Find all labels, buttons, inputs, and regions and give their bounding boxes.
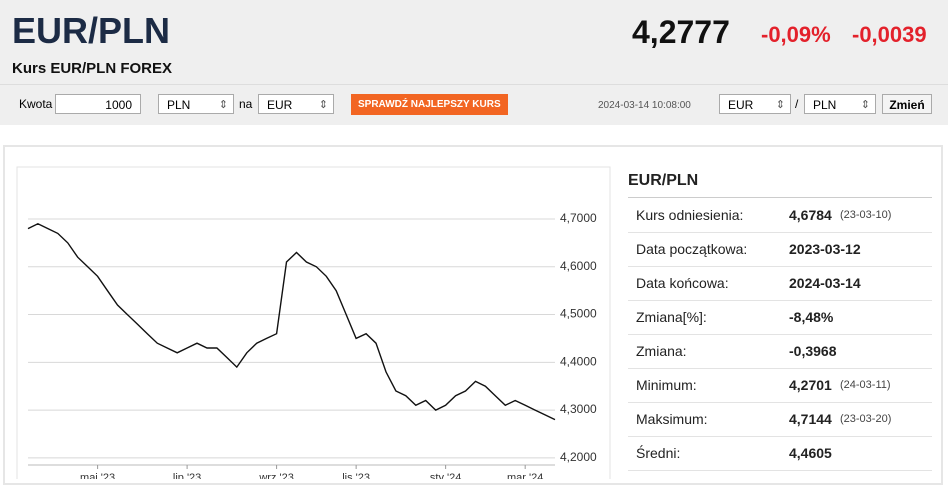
stats-date: (23-03-10) — [840, 209, 892, 221]
to-word: na — [239, 97, 253, 111]
stats-value: 2024-03-14 — [789, 275, 861, 291]
y-tick-label: 4,4000 — [560, 354, 597, 368]
to-select[interactable]: EUR — [258, 94, 334, 115]
amount-label: Kwota — [19, 97, 53, 111]
stats-label: Średni: — [636, 445, 681, 461]
chart: 4,2000 4,3000 4,4000 4,5000 4,6000 4,7000 maj … — [16, 166, 611, 479]
subtitle: Kurs EUR/PLN FOREX — [12, 60, 173, 77]
amount-input[interactable]: 1000 — [55, 94, 141, 114]
y-tick-label: 4,6000 — [560, 259, 597, 273]
price: 4,2777 — [632, 14, 730, 50]
stats-value: 4,6784 — [789, 207, 832, 223]
stats-divider — [628, 197, 932, 198]
x-tick-label: mar '24 — [507, 472, 543, 479]
pair-title: EUR/PLN — [12, 10, 171, 51]
stats-value: -0,3968 — [789, 343, 837, 359]
x-tick-label: maj '23 — [80, 472, 115, 479]
swap-button[interactable]: Zmień — [882, 94, 932, 114]
separator: / — [795, 97, 799, 111]
stats-title: EUR/PLN — [628, 172, 699, 189]
stats-label: Zmiana: — [636, 343, 687, 359]
pair-from-select[interactable]: EUR — [719, 94, 791, 115]
y-tick-label: 4,2000 — [560, 450, 597, 464]
stats-row: Zmiana[%]: -8,48% — [628, 300, 932, 335]
stats-label: Data końcowa: — [636, 275, 729, 291]
x-tick-label: sty '24 — [430, 472, 461, 479]
y-tick-label: 4,5000 — [560, 307, 597, 321]
y-tick-label: 4,7000 — [560, 211, 597, 225]
chart-frame — [16, 166, 611, 479]
stats-label: Kurs odniesienia: — [636, 207, 744, 223]
stats-row: Zmiana: -0,3968 — [628, 334, 932, 369]
stats-row: Minimum: 4,2701 (24-03-11) — [628, 368, 932, 403]
stats-row: Maksimum: 4,7144 (23-03-20) — [628, 402, 932, 437]
stats-row: Data początkowa: 2023-03-12 — [628, 232, 932, 267]
stats-row: Średni: 4,4605 — [628, 436, 932, 471]
best-rate-button[interactable]: SPRAWDŹ NAJLEPSZY KURS — [351, 94, 508, 115]
pair-to-select[interactable]: PLN — [804, 94, 876, 115]
stats-value: 4,7144 — [789, 411, 832, 427]
price-line — [27, 223, 556, 421]
y-tick-label: 4,3000 — [560, 402, 597, 416]
stats-value: -8,48% — [789, 309, 834, 325]
timestamp: 2024-03-14 10:08:00 — [598, 100, 691, 111]
x-tick-label: wrz '23 — [258, 472, 294, 479]
change-pct: -0,09% — [761, 22, 831, 47]
stats-row: Data końcowa: 2024-03-14 — [628, 266, 932, 301]
stats-value: 4,4605 — [789, 445, 832, 461]
header: EUR/PLN Kurs EUR/PLN FOREX 4,2777 -0,09%… — [0, 0, 948, 125]
x-tick-label: lip '23 — [173, 472, 201, 479]
change-abs: -0,0039 — [852, 22, 927, 47]
x-tick-label: lis '23 — [342, 472, 370, 479]
stats-value: 2023-03-12 — [789, 241, 861, 257]
stats-date: (24-03-11) — [840, 379, 891, 391]
stats-label: Minimum: — [636, 377, 697, 393]
stats-value: 4,2701 — [789, 377, 832, 393]
stats-label: Maksimum: — [636, 411, 708, 427]
divider — [0, 84, 948, 85]
stats-row: Kurs odniesienia: 4,6784 (23-03-10) — [628, 198, 932, 233]
stats-date: (23-03-20) — [840, 413, 892, 425]
stats-label: Data początkowa: — [636, 241, 748, 257]
from-select[interactable]: PLN — [158, 94, 234, 115]
stats-label: Zmiana[%]: — [636, 309, 707, 325]
